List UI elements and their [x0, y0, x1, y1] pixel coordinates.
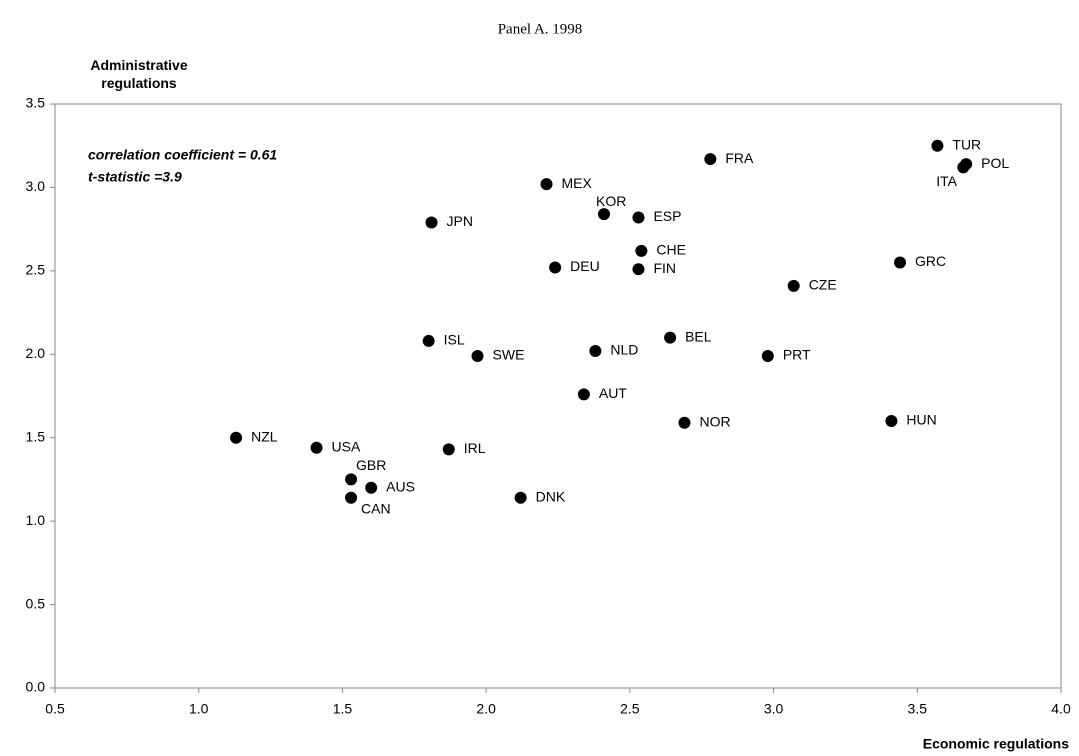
point-label: CHE: [656, 242, 686, 258]
point-label: ESP: [653, 208, 681, 224]
y-axis-label: Administrative regulations: [90, 57, 188, 91]
y-tick-label: 0.5: [26, 595, 46, 611]
point-label: ISL: [444, 332, 465, 348]
point: [471, 349, 484, 362]
point-label: BEL: [685, 328, 712, 344]
y-tick-label: 2.0: [26, 345, 46, 361]
point: [635, 244, 648, 257]
point-label: SWE: [493, 347, 525, 363]
point: [761, 349, 774, 362]
point: [894, 256, 907, 269]
x-tick-label: 1.0: [189, 701, 209, 717]
point: [678, 416, 691, 429]
point-label: AUT: [599, 385, 627, 401]
point: [442, 443, 455, 456]
annotation: correlation coefficient = 0.61: [88, 147, 277, 163]
point-label: DNK: [536, 488, 566, 504]
chart-title: Panel A. 1998: [498, 21, 583, 37]
point: [957, 161, 970, 174]
point-label: POL: [981, 155, 1009, 171]
point: [597, 208, 610, 221]
x-tick-label: 2.0: [476, 701, 496, 717]
point-label: TUR: [952, 136, 981, 152]
point: [345, 491, 358, 504]
point: [787, 279, 800, 292]
point: [514, 491, 527, 504]
point-label: HUN: [906, 412, 936, 428]
point: [540, 178, 553, 191]
point-label: IRL: [464, 440, 486, 456]
point-label: DEU: [570, 258, 600, 274]
y-tick-label: 2.5: [26, 262, 46, 278]
point: [425, 216, 438, 229]
point: [885, 415, 898, 428]
point: [632, 263, 645, 276]
point-label: PRT: [783, 347, 811, 363]
plot-area: [54, 103, 1062, 689]
point: [365, 481, 378, 494]
point: [230, 431, 243, 444]
x-tick-label: 2.5: [620, 701, 640, 717]
annotation: t-statistic =3.9: [88, 169, 182, 185]
point-label: CZE: [809, 277, 837, 293]
point: [577, 388, 590, 401]
point: [664, 331, 677, 344]
point-label: ITA: [936, 173, 957, 189]
point-label: GBR: [356, 457, 386, 473]
point: [549, 261, 562, 274]
y-tick-label: 3.5: [26, 95, 46, 111]
point-label: AUS: [386, 478, 415, 494]
x-tick-label: 1.5: [333, 701, 353, 717]
point: [704, 153, 717, 166]
point-label: JPN: [447, 213, 473, 229]
x-tick-label: 4.0: [1051, 701, 1071, 717]
point-label: NZL: [251, 428, 278, 444]
point-label: FIN: [653, 260, 676, 276]
x-tick-label: 3.5: [908, 701, 928, 717]
point-label: GRC: [915, 253, 946, 269]
x-tick-label: 0.5: [45, 701, 65, 717]
y-tick-label: 1.0: [26, 512, 46, 528]
point-label: FRA: [725, 150, 754, 166]
point: [310, 441, 323, 454]
point-label: KOR: [596, 193, 626, 209]
point: [345, 473, 358, 486]
x-tick-label: 3.0: [764, 701, 784, 717]
point-label: NLD: [610, 342, 638, 358]
point-label: MEX: [562, 175, 593, 191]
point-label: NOR: [699, 413, 730, 429]
point: [632, 211, 645, 224]
x-axis-label: Economic regulations: [923, 736, 1069, 752]
y-tick-label: 1.5: [26, 428, 46, 444]
point: [931, 139, 944, 152]
point-label: USA: [332, 438, 361, 454]
point: [422, 334, 435, 347]
point: [589, 344, 602, 357]
point-label: CAN: [361, 500, 391, 516]
y-tick-label: 0.0: [26, 679, 46, 695]
y-tick-label: 3.0: [26, 178, 46, 194]
